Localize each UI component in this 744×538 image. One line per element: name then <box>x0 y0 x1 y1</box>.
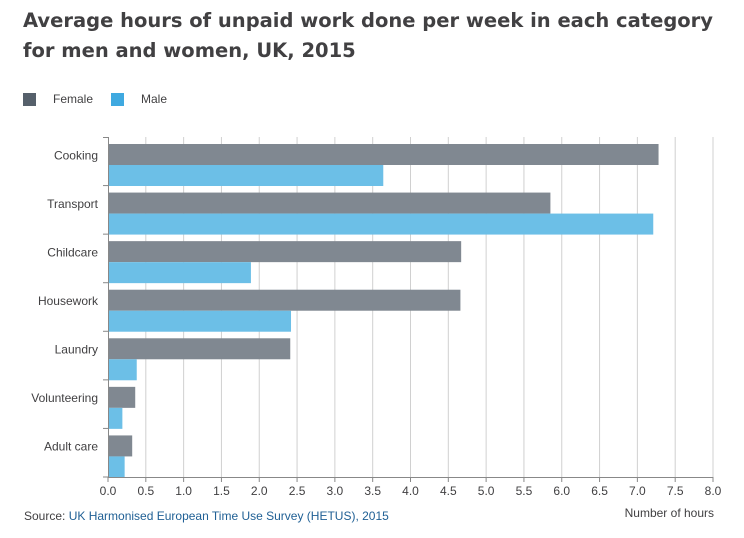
bar-male-laundry[interactable] <box>109 359 137 381</box>
category-label: Cooking <box>54 148 98 162</box>
category-label: Childcare <box>47 245 98 259</box>
bar-female-cooking[interactable] <box>109 144 659 165</box>
x-tick-label: 4.5 <box>440 484 457 498</box>
axes: 0.0 0.5 1.0 1.5 2.0 2.5 3.0 3.5 4.0 4.5 5.0 5.5 6.0 6… <box>31 137 722 498</box>
x-tick-label: 2.0 <box>251 484 268 498</box>
legend: Female Male <box>23 92 185 106</box>
chart-title-line-1: Average hours of unpaid work done per we… <box>23 9 714 32</box>
source-prefix: Source: <box>24 509 69 523</box>
legend-label-female: Female <box>53 92 94 106</box>
bar-male-housework[interactable] <box>109 310 292 332</box>
x-tick-label: 5.5 <box>516 484 533 498</box>
bars <box>109 144 659 478</box>
x-tick-label: 0.0 <box>100 484 117 498</box>
chart-title-line-2: for men and women, UK, 2015 <box>23 39 356 62</box>
x-tick-label: 0.5 <box>137 484 154 498</box>
x-tick-label: 3.0 <box>327 484 344 498</box>
legend-item-male[interactable]: Male <box>111 92 167 106</box>
source-note: Source: UK Harmonised European Time Use … <box>24 509 389 523</box>
legend-swatch-female <box>23 92 36 106</box>
category-label: Housework <box>38 294 99 308</box>
x-tick-label: 8.0 <box>705 484 722 498</box>
legend-swatch-male <box>111 92 125 106</box>
category-label: Volunteering <box>31 391 98 405</box>
x-tick-label: 7.0 <box>629 484 646 498</box>
category-label: Laundry <box>55 343 98 357</box>
category-label: Transport <box>47 197 99 211</box>
x-tick-label: 1.5 <box>213 484 230 498</box>
bar-female-laundry[interactable] <box>109 338 291 360</box>
bar-male-volunteering[interactable] <box>109 407 123 429</box>
chart-title: Average hours of unpaid work done per we… <box>23 6 723 66</box>
bar-male-childcare[interactable] <box>109 262 251 284</box>
x-tick-label: 5.0 <box>478 484 495 498</box>
legend-item-female[interactable]: Female <box>23 92 93 106</box>
bar-female-housework[interactable] <box>109 289 461 311</box>
category-label: Adult care <box>44 440 98 454</box>
legend-label-male: Male <box>141 92 168 106</box>
x-tick-label: 7.5 <box>667 484 684 498</box>
bar-female-transport[interactable] <box>109 192 551 214</box>
x-tick-label: 3.5 <box>364 484 381 498</box>
x-tick-label: 1.0 <box>175 484 192 498</box>
x-tick-label: 4.0 <box>402 484 419 498</box>
x-axis-title: Number of hours <box>625 506 714 520</box>
source-link[interactable]: UK Harmonised European Time Use Survey (… <box>68 509 389 523</box>
bar-female-childcare[interactable] <box>109 241 462 263</box>
x-tick-label: 6.5 <box>591 484 608 498</box>
bar-female-volunteering[interactable] <box>109 386 136 408</box>
bar-male-cooking[interactable] <box>109 165 384 186</box>
bar-male-adult-care[interactable] <box>109 456 125 478</box>
bar-male-transport[interactable] <box>109 213 654 235</box>
bar-female-adult-care[interactable] <box>109 435 133 457</box>
x-tick-label: 6.0 <box>553 484 570 498</box>
x-tick-label: 2.5 <box>289 484 306 498</box>
